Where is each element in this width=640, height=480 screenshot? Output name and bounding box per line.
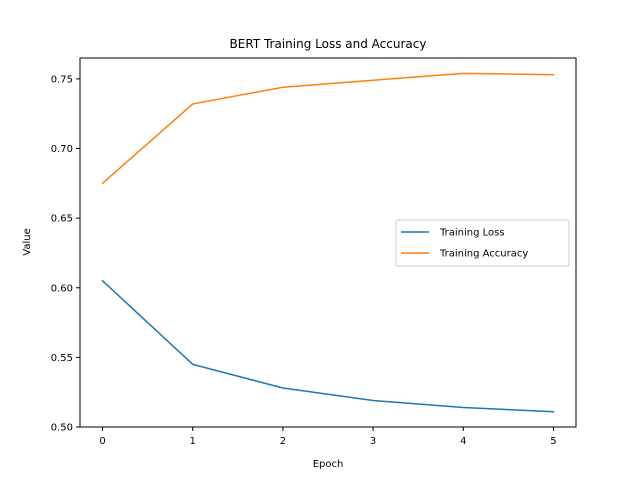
legend-label: Training Loss bbox=[439, 228, 505, 239]
x-tick-label: 2 bbox=[280, 436, 286, 447]
y-tick-label: 0.50 bbox=[51, 423, 73, 434]
y-axis: 0.50 0.55 0.60 0.65 0.70 0.75 bbox=[51, 74, 80, 434]
x-tick-label: 4 bbox=[460, 436, 466, 447]
plot-area bbox=[101, 72, 555, 413]
legend-label: Training Accuracy bbox=[439, 249, 528, 260]
series-line-training-loss bbox=[101, 279, 555, 413]
series-line-training-accuracy bbox=[101, 72, 555, 185]
chart-title: BERT Training Loss and Accuracy bbox=[230, 37, 427, 51]
x-tick-label: 3 bbox=[370, 436, 376, 447]
x-tick-label: 0 bbox=[99, 436, 105, 447]
y-tick-label: 0.60 bbox=[51, 283, 73, 294]
x-axis-label: Epoch bbox=[313, 459, 344, 470]
y-axis-label: Value bbox=[22, 228, 33, 255]
legend-box bbox=[395, 219, 570, 267]
x-tick-label: 1 bbox=[190, 436, 196, 447]
y-tick-label: 0.75 bbox=[51, 74, 73, 85]
y-tick-label: 0.55 bbox=[51, 353, 73, 364]
x-tick-label: 5 bbox=[550, 436, 556, 447]
y-tick-label: 0.65 bbox=[51, 214, 73, 225]
plot-frame bbox=[79, 57, 577, 428]
legend: Training Loss Training Accuracy bbox=[395, 219, 570, 267]
y-tick-label: 0.70 bbox=[51, 144, 73, 155]
x-axis: 0 1 2 3 4 5 bbox=[99, 427, 557, 447]
